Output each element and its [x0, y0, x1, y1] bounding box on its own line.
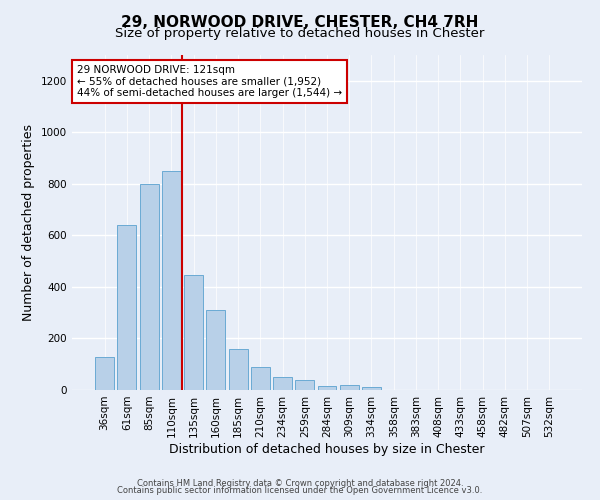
- Bar: [295, 380, 314, 390]
- Text: Contains HM Land Registry data © Crown copyright and database right 2024.: Contains HM Land Registry data © Crown c…: [137, 478, 463, 488]
- Bar: [140, 184, 158, 390]
- Text: 29 NORWOOD DRIVE: 121sqm
← 55% of detached houses are smaller (1,952)
44% of sem: 29 NORWOOD DRIVE: 121sqm ← 55% of detach…: [77, 65, 342, 98]
- Text: Size of property relative to detached houses in Chester: Size of property relative to detached ho…: [115, 28, 485, 40]
- Y-axis label: Number of detached properties: Number of detached properties: [22, 124, 35, 321]
- Text: Contains public sector information licensed under the Open Government Licence v3: Contains public sector information licen…: [118, 486, 482, 495]
- Bar: [162, 171, 181, 390]
- Bar: [317, 386, 337, 390]
- Bar: [340, 386, 359, 390]
- Bar: [118, 225, 136, 390]
- Bar: [251, 367, 270, 390]
- Bar: [229, 349, 248, 390]
- Bar: [95, 357, 114, 390]
- X-axis label: Distribution of detached houses by size in Chester: Distribution of detached houses by size …: [169, 442, 485, 456]
- Text: 29, NORWOOD DRIVE, CHESTER, CH4 7RH: 29, NORWOOD DRIVE, CHESTER, CH4 7RH: [121, 15, 479, 30]
- Bar: [184, 276, 203, 390]
- Bar: [273, 377, 292, 390]
- Bar: [362, 387, 381, 390]
- Bar: [206, 310, 225, 390]
